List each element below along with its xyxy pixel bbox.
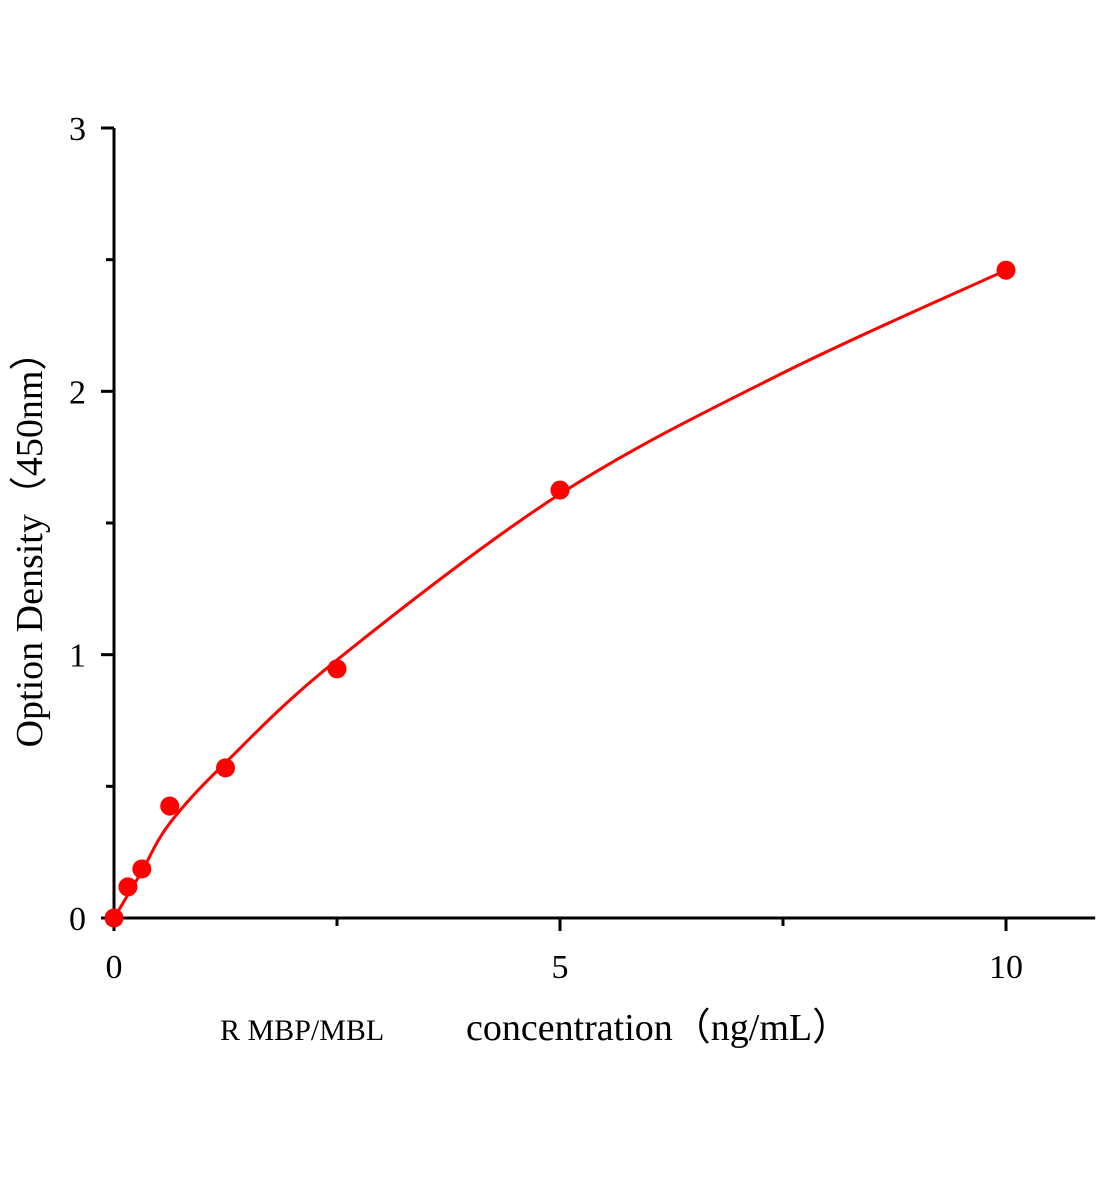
tick-labels: 0 5 10 0 1 2 3 [69, 111, 1023, 986]
x-tick-label: 10 [989, 949, 1023, 986]
x-tick-label: 0 [106, 949, 123, 986]
x-axis-label: concentration（ng/mL） [466, 1007, 850, 1049]
data-point [132, 859, 152, 879]
y-tick-label: 0 [69, 901, 86, 938]
x-tick-label: 5 [552, 949, 569, 986]
data-point [327, 659, 347, 679]
data-point [160, 796, 180, 816]
axes [101, 126, 1096, 931]
data-point [996, 260, 1016, 280]
y-tick-label: 2 [69, 374, 86, 411]
data-points [104, 260, 1016, 928]
data-point [550, 480, 570, 500]
data-point [216, 758, 235, 778]
data-point [118, 877, 138, 897]
y-axis-label: Option Density（450nm） [9, 333, 51, 748]
x-axis-label-prefix: R MBP/MBL [220, 1014, 384, 1047]
y-tick-label: 1 [69, 638, 86, 675]
data-point [104, 908, 124, 928]
fit-curve [112, 268, 1007, 919]
y-tick-label: 3 [69, 111, 86, 148]
